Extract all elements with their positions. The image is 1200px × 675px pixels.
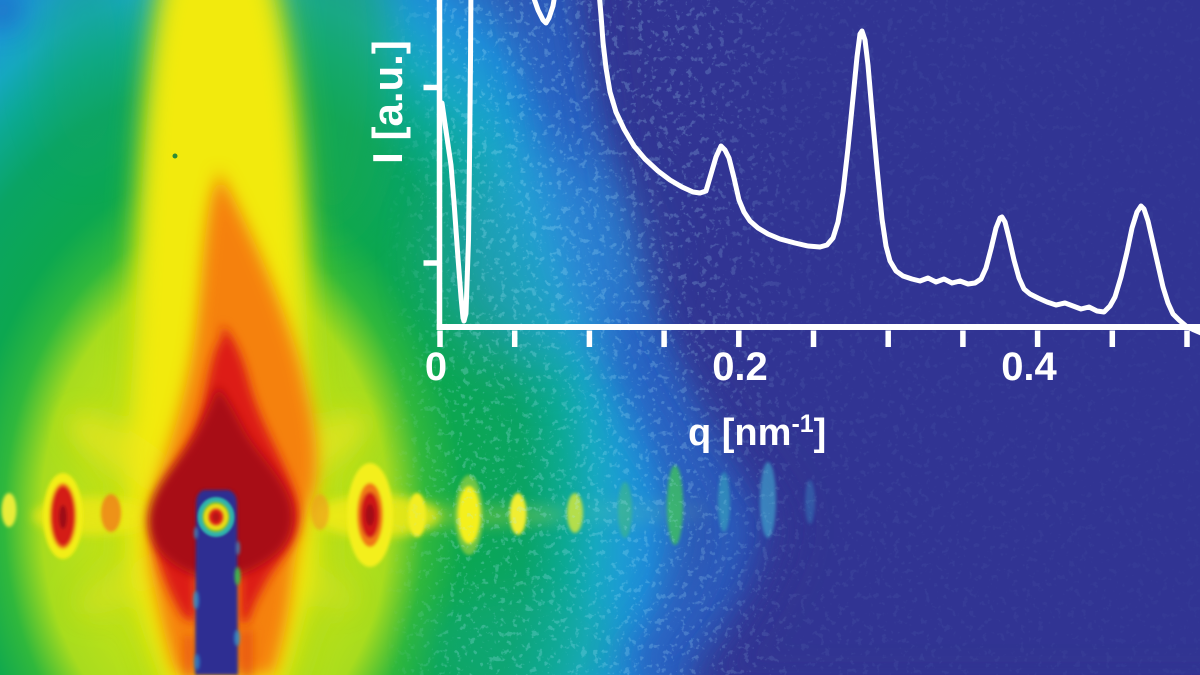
svg-text:I [a.u.]: I [a.u.] xyxy=(364,40,411,164)
svg-text:0.2: 0.2 xyxy=(712,345,768,389)
svg-text:0.4: 0.4 xyxy=(1001,345,1057,389)
svg-text:0: 0 xyxy=(425,345,447,389)
